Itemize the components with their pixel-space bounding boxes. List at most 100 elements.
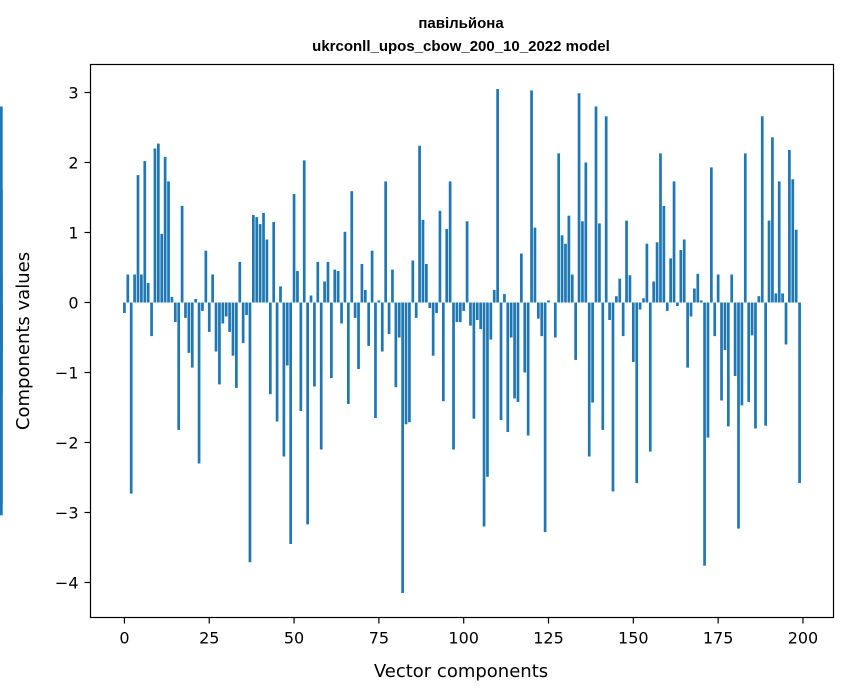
bar (635, 302, 639, 484)
bar (306, 302, 309, 525)
bar (0, 302, 3, 516)
bar (441, 302, 445, 402)
bar (140, 274, 143, 303)
bar (258, 224, 262, 303)
bar (781, 293, 784, 303)
bar (720, 302, 723, 401)
bar (455, 302, 459, 323)
bar (207, 302, 211, 332)
bar (184, 302, 187, 318)
bar (387, 302, 391, 334)
bar (696, 273, 700, 303)
bar (672, 181, 676, 303)
bar (245, 302, 248, 316)
bar (676, 302, 679, 306)
bars-group (0, 89, 801, 593)
bar (536, 302, 540, 319)
bar (323, 281, 326, 303)
bar (231, 302, 235, 356)
x-tick-label: 175 (703, 629, 734, 648)
bar (648, 302, 652, 452)
y-tick-label: 0 (68, 294, 78, 313)
bar (262, 212, 265, 303)
bar (499, 302, 503, 421)
bar (350, 191, 354, 303)
bar (604, 116, 608, 303)
bar (0, 274, 3, 303)
bar (296, 271, 299, 303)
bar (228, 302, 231, 332)
bar (767, 220, 771, 303)
y-tick-label: 1 (68, 224, 78, 243)
x-axis-ticks: 0 25 50 75 100 125 150 175 200 (119, 617, 818, 648)
bar (160, 233, 164, 303)
bar (170, 296, 174, 303)
bar (431, 302, 435, 356)
bar (363, 289, 367, 303)
bar (346, 302, 350, 404)
bar (0, 189, 3, 303)
bar (380, 302, 384, 352)
bar (194, 299, 198, 303)
bar (564, 243, 567, 303)
bar (275, 302, 279, 422)
bar (408, 302, 411, 423)
bar (760, 116, 764, 303)
bar (686, 302, 689, 368)
bar (255, 217, 259, 303)
y-tick-label: 3 (68, 84, 78, 103)
bar (638, 302, 642, 310)
bar (757, 296, 761, 303)
chart-title: павільйона (418, 15, 504, 32)
bar (611, 302, 615, 492)
y-tick-label: −4 (55, 574, 79, 593)
bar (218, 302, 221, 385)
bar (313, 302, 316, 387)
bar (662, 205, 666, 303)
bar (384, 181, 388, 303)
x-tick-label: 100 (448, 629, 479, 648)
bar (503, 294, 506, 303)
bar (435, 302, 438, 313)
bar (774, 293, 778, 303)
bar (743, 153, 747, 303)
bar (167, 181, 170, 303)
bar (665, 302, 669, 311)
bar (479, 302, 483, 330)
bar (750, 302, 754, 336)
bar (716, 274, 720, 303)
bar (452, 302, 455, 450)
bar (509, 302, 513, 338)
bar (475, 302, 479, 320)
bar (197, 302, 201, 464)
bar (730, 274, 734, 303)
bar (482, 302, 486, 527)
bar (570, 274, 574, 303)
x-axis-label: Vector components (374, 661, 548, 682)
bar (153, 148, 157, 303)
bar (428, 302, 432, 309)
y-tick-label: 2 (68, 154, 78, 173)
bar (652, 281, 656, 303)
bar (133, 274, 136, 303)
bar (472, 302, 476, 419)
bar (645, 243, 649, 303)
bar (492, 289, 496, 303)
bar (126, 274, 130, 303)
bar (798, 302, 801, 484)
bar (211, 274, 214, 303)
bar (625, 220, 628, 303)
bar (628, 275, 632, 303)
bar (438, 210, 442, 303)
x-tick-label: 25 (199, 629, 219, 648)
bar (292, 194, 296, 303)
bar (411, 260, 415, 303)
bar (241, 302, 245, 344)
bar (299, 302, 303, 411)
bar (357, 302, 360, 369)
bar (574, 302, 578, 360)
bar (282, 302, 286, 457)
bar (265, 239, 269, 303)
bar (445, 229, 449, 303)
